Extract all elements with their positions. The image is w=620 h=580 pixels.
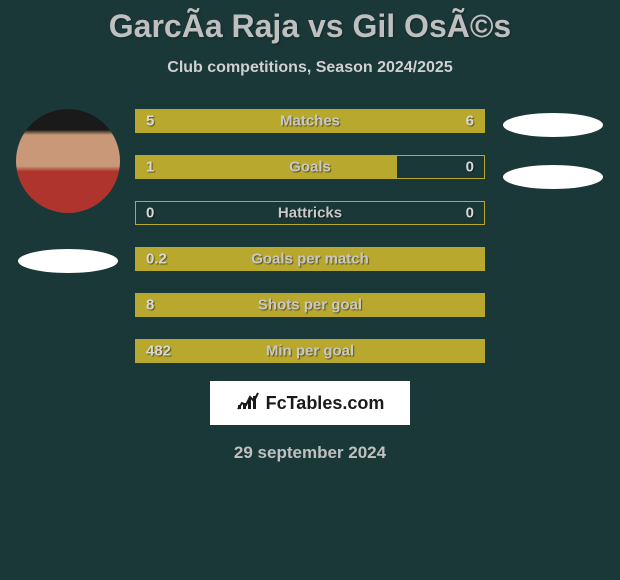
stat-bar-mpg: 482 Min per goal	[135, 339, 485, 363]
comparison-subtitle: Club competitions, Season 2024/2025	[0, 59, 620, 77]
stat-label: Min per goal	[266, 343, 354, 360]
stat-right-value: 0	[466, 159, 474, 176]
stat-label: Shots per goal	[258, 297, 362, 314]
bar-fill-left	[136, 156, 397, 178]
player-left-photo	[16, 109, 120, 213]
stat-right-value: 0	[466, 205, 474, 222]
fctables-logo: FcTables.com	[210, 381, 410, 425]
player-left-column	[5, 109, 130, 363]
chart-icon	[236, 391, 260, 416]
stat-left-value: 1	[146, 159, 154, 176]
stat-left-value: 482	[146, 343, 171, 360]
stat-bar-spg: 8 Shots per goal	[135, 293, 485, 317]
player-right-oval-1	[503, 113, 603, 137]
player-left-name-oval	[18, 249, 118, 273]
stat-bar-matches: 5 Matches 6	[135, 109, 485, 133]
player-right-column	[490, 109, 615, 363]
stats-column: 5 Matches 6 1 Goals 0 0 Hattricks 0 0.2 …	[130, 109, 490, 363]
logo-text: FcTables.com	[266, 393, 385, 414]
stat-bar-goals: 1 Goals 0	[135, 155, 485, 179]
stat-label: Hattricks	[278, 205, 342, 222]
stat-label: Goals per match	[251, 251, 369, 268]
stat-bar-hattricks: 0 Hattricks 0	[135, 201, 485, 225]
stat-bar-gpm: 0.2 Goals per match	[135, 247, 485, 271]
stat-label: Matches	[280, 113, 340, 130]
stat-left-value: 5	[146, 113, 154, 130]
player-face-image	[16, 109, 120, 213]
comparison-title: GarcÃ­a Raja vs Gil OsÃ©s	[0, 0, 620, 45]
bar-fill-left	[136, 110, 293, 132]
comparison-content: 5 Matches 6 1 Goals 0 0 Hattricks 0 0.2 …	[0, 109, 620, 363]
stat-left-value: 8	[146, 297, 154, 314]
comparison-date: 29 september 2024	[0, 443, 620, 463]
stat-left-value: 0.2	[146, 251, 167, 268]
stat-right-value: 6	[466, 113, 474, 130]
stat-left-value: 0	[146, 205, 154, 222]
stat-label: Goals	[289, 159, 331, 176]
player-right-oval-2	[503, 165, 603, 189]
